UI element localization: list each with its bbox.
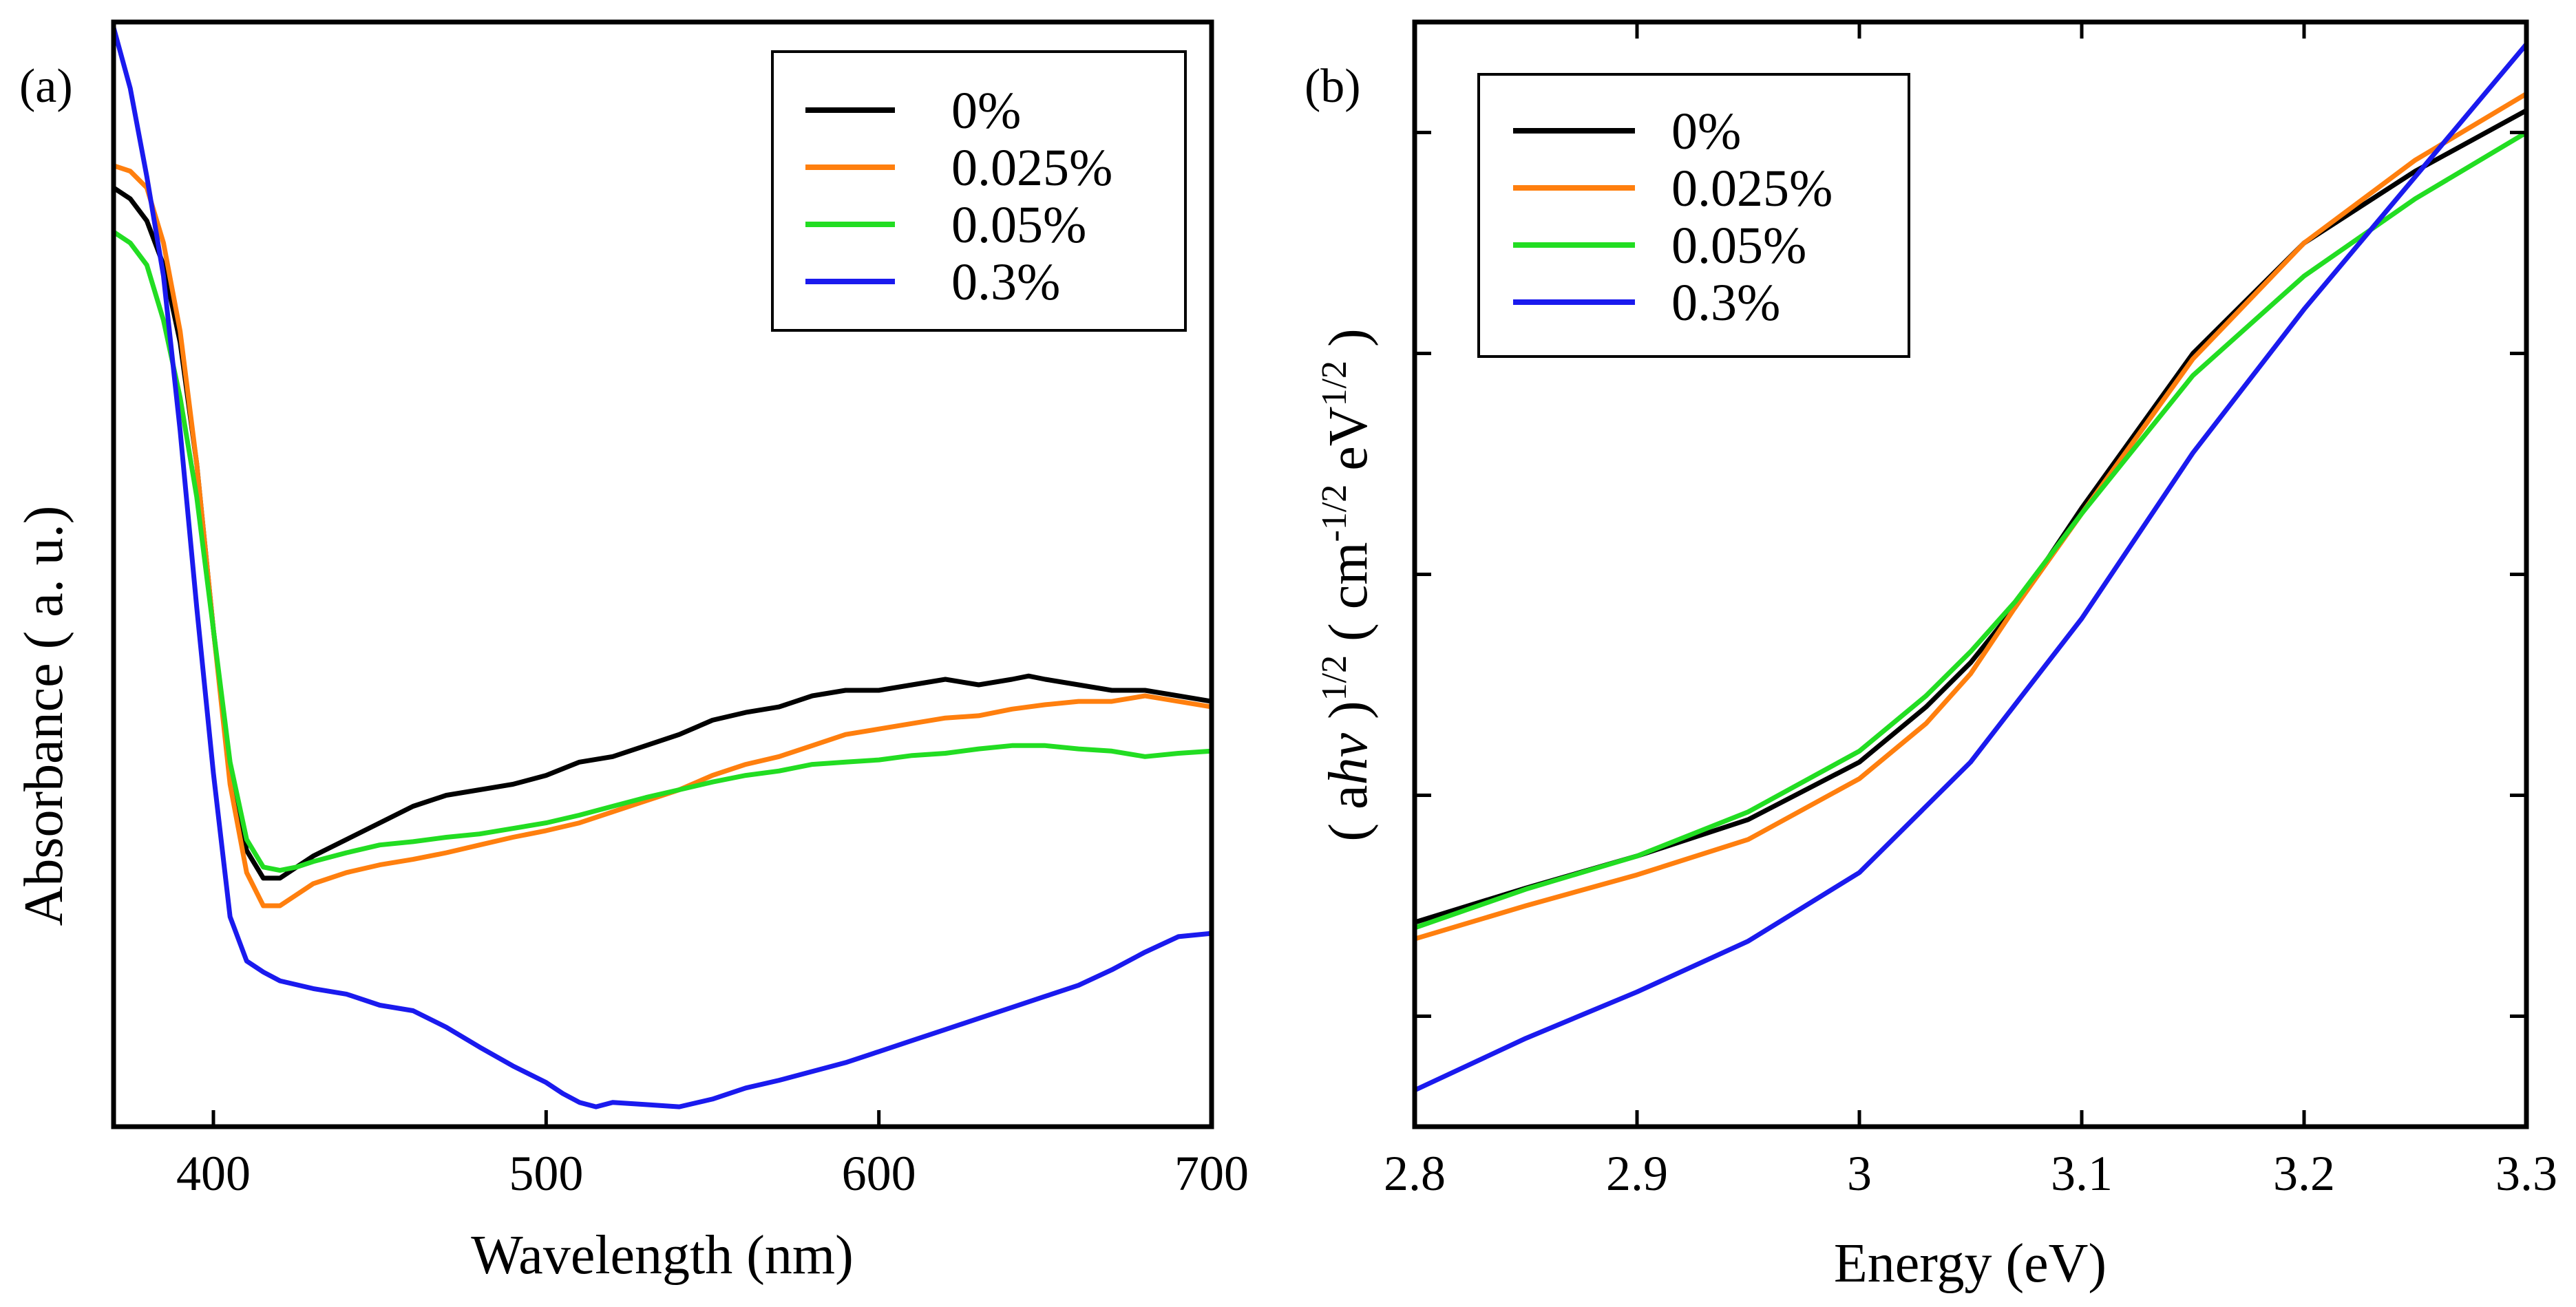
panel-b-label: (b) bbox=[1305, 60, 1361, 113]
panel-b-tauc-chart: (b) 2.8 2.9 3 3.1 3.2 3.3 Energy (eV) ( ahv )… bbox=[1305, 19, 2557, 1294]
panel-b-x-tick-label: 3 bbox=[1847, 1146, 1872, 1201]
panel-a-series-group bbox=[111, 25, 1214, 1109]
panel-b-x-tick-label: 3.3 bbox=[2495, 1146, 2557, 1201]
panel-a-series-line-2 bbox=[111, 229, 1214, 873]
y-title-units: ( cm bbox=[1318, 542, 1379, 655]
y-title-sup3: 1/2 bbox=[1315, 361, 1354, 406]
panel-b-ticks: 2.8 2.9 3 3.1 3.2 3.3 bbox=[1384, 22, 2557, 1201]
panel-b-legend-label-2: 0.05% bbox=[1671, 217, 1806, 275]
panel-b-series-group bbox=[1412, 41, 2529, 1093]
panel-a-x-tick-label: 700 bbox=[1174, 1146, 1249, 1201]
panel-a-x-axis-title: Wavelength (nm) bbox=[471, 1225, 854, 1286]
panel-a-legend-label-2: 0.05% bbox=[951, 196, 1086, 254]
panel-b-x-tick-label: 3.1 bbox=[2051, 1146, 2113, 1201]
panel-a-legend: 0%0.025%0.05%0.3% bbox=[771, 50, 1187, 332]
panel-a-legend-label-0: 0% bbox=[951, 82, 1021, 140]
panel-a-legend-label-1: 0.025% bbox=[951, 139, 1112, 197]
panel-b-series-line-2 bbox=[1412, 130, 2529, 931]
panel-b-x-tick-label: 2.9 bbox=[1606, 1146, 1668, 1201]
y-title-close: ) bbox=[1318, 701, 1379, 733]
panel-a-x-ticks: 400 500 600 700 bbox=[176, 1110, 1249, 1201]
y-title-ev: eV bbox=[1318, 406, 1379, 484]
panel-a-series-line-3 bbox=[111, 25, 1214, 1109]
panel-a-legend-items: 0%0.025%0.05%0.3% bbox=[805, 82, 1112, 311]
panel-b-legend-label-0: 0% bbox=[1671, 103, 1741, 160]
panel-b-x-tick-label: 3.2 bbox=[2273, 1146, 2335, 1201]
panel-b-series-line-1 bbox=[1412, 91, 2529, 942]
y-title-sup2: -1/2 bbox=[1315, 485, 1354, 542]
panel-a-x-tick-label: 400 bbox=[176, 1146, 251, 1201]
panel-a-legend-label-3: 0.3% bbox=[951, 253, 1060, 311]
panel-a-x-tick-label: 500 bbox=[509, 1146, 583, 1201]
panel-a-absorbance-chart: (a) 400 500 600 700 Wavelength (nm) Absorba… bbox=[14, 19, 1249, 1286]
panel-b-legend: 0%0.025%0.05%0.3% bbox=[1477, 73, 1910, 358]
y-title-open: ( a bbox=[1318, 785, 1379, 841]
panel-b-series-line-3 bbox=[1412, 41, 2529, 1093]
panel-b-x-axis-title: Energy (eV) bbox=[1834, 1233, 2107, 1294]
y-title-hv: hv bbox=[1318, 732, 1379, 785]
y-title-sup1: 1/2 bbox=[1315, 655, 1354, 701]
panel-b-legend-label-3: 0.3% bbox=[1671, 274, 1780, 332]
panel-b-legend-label-1: 0.025% bbox=[1671, 160, 1833, 217]
panel-b-legend-items: 0%0.025%0.05%0.3% bbox=[1513, 103, 1833, 332]
y-title-end: ) bbox=[1318, 328, 1379, 361]
panel-b-y-axis-title: ( ahv )1/2 ( cm-1/2 eV1/2 ) bbox=[1315, 328, 1379, 841]
panel-b-x-tick-label: 2.8 bbox=[1384, 1146, 1446, 1201]
panel-b-legend-box bbox=[1477, 73, 1910, 358]
panel-a-label: (a) bbox=[19, 60, 73, 113]
panel-a-plot-frame bbox=[111, 19, 1214, 1129]
panel-a-x-tick-label: 600 bbox=[842, 1146, 916, 1201]
panel-a-y-axis-title: Absorbance ( a. u.) bbox=[14, 506, 74, 926]
